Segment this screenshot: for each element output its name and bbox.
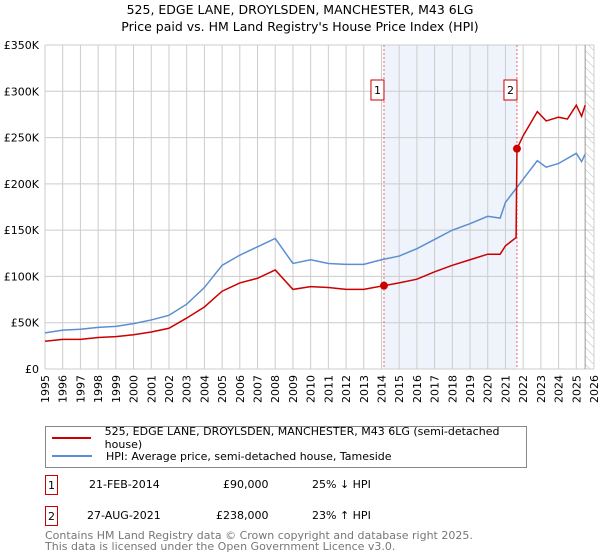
x-tick-label: 2009 (287, 375, 300, 403)
transaction-badge: 2 (45, 506, 58, 526)
y-tick-label: £250K (4, 132, 40, 145)
x-tick-label: 2020 (482, 375, 495, 403)
chart-subtitle: Price paid vs. HM Land Registry's House … (121, 19, 479, 34)
footer: Contains HM Land Registry data © Crown c… (45, 530, 473, 552)
legend: 525, EDGE LANE, DROYLSDEN, MANCHESTER, M… (45, 425, 527, 468)
transaction-price: £90,000 (223, 478, 269, 491)
sale-marker-badge (503, 79, 518, 101)
transaction-badge: 1 (45, 475, 58, 495)
x-tick-label: 2006 (234, 375, 247, 403)
price-paid-line (44, 103, 586, 342)
x-tick-label: 2018 (446, 375, 459, 403)
x-tick-label: 2026 (588, 375, 600, 403)
x-tick-label: 1995 (39, 375, 52, 403)
x-tick-label: 2012 (340, 375, 353, 403)
x-tick-label: 2003 (181, 375, 194, 403)
x-tick-label: 2024 (553, 375, 566, 403)
x-tick-label: 2015 (393, 375, 406, 403)
transaction-price: £238,000 (216, 509, 269, 522)
y-tick-label: £100K (4, 270, 40, 283)
footer-line: Contains HM Land Registry data © Crown c… (45, 529, 473, 542)
transaction-row: 1 21-FEB-2014 £90,000 25% ↓ HPI (45, 475, 545, 495)
legend-item-hpi: HPI: Average price, semi-detached house,… (52, 448, 392, 464)
legend-label: HPI: Average price, semi-detached house,… (106, 449, 392, 463)
sale-marker-badge (370, 79, 385, 101)
x-tick-label: 2002 (163, 375, 176, 403)
y-tick-label: £150K (4, 224, 40, 237)
sale-marker-label: 1 (374, 84, 381, 97)
x-tick-label: 2021 (499, 375, 512, 403)
chart-title: 525, EDGE LANE, DROYLSDEN, MANCHESTER, M… (126, 2, 474, 17)
sale-point (512, 144, 521, 153)
x-tick-label: 2014 (375, 375, 388, 403)
y-tick-label: £350K (4, 39, 40, 52)
y-tick-label: £300K (4, 85, 40, 98)
x-tick-label: 2019 (464, 375, 477, 403)
legend-swatch (52, 455, 92, 457)
transaction-row: 2 27-AUG-2021 £238,000 23% ↑ HPI (45, 506, 545, 526)
hpi-line (44, 152, 586, 334)
x-tick-label: 2016 (411, 375, 424, 403)
x-tick-label: 2008 (269, 375, 282, 403)
x-tick-label: 1998 (92, 375, 105, 403)
x-tick-label: 2007 (252, 375, 265, 403)
legend-item-price: 525, EDGE LANE, DROYLSDEN, MANCHESTER, M… (52, 425, 526, 451)
sale-marker-label: 2 (507, 84, 514, 97)
transaction-date: 27-AUG-2021 (87, 509, 161, 522)
y-tick-label: £200K (4, 178, 40, 191)
transaction-date: 21-FEB-2014 (89, 478, 160, 491)
x-tick-label: 2023 (535, 375, 548, 403)
transaction-hpi: 23% ↑ HPI (312, 509, 371, 522)
x-tick-label: 2010 (305, 375, 318, 403)
x-tick-label: 2025 (570, 375, 583, 403)
x-tick-label: 1996 (57, 375, 70, 403)
price-chart: 1995 1996 1997 1998 1999 2000 2001 2002 2003 2004… (4, 39, 600, 403)
legend-label: 525, EDGE LANE, DROYLSDEN, MANCHESTER, M… (104, 425, 500, 451)
x-tick-label: 2011 (322, 375, 335, 403)
transaction-hpi: 25% ↓ HPI (312, 478, 371, 491)
y-tick-label: £50K (11, 317, 40, 330)
x-tick-label: 2001 (145, 375, 158, 403)
x-tick-label: 2013 (358, 375, 371, 403)
y-tick-label: £0 (25, 363, 39, 376)
forecast-hatch (585, 45, 594, 369)
x-tick-label: 2022 (517, 375, 530, 403)
x-tick-label: 2017 (429, 375, 442, 403)
sale-period-shade (383, 45, 517, 369)
legend-swatch (52, 437, 91, 439)
sale-point (379, 281, 388, 290)
x-tick-label: 2000 (128, 375, 141, 403)
footer-line: This data is licensed under the Open Gov… (45, 540, 396, 553)
x-tick-label: 2005 (216, 375, 229, 403)
x-tick-label: 1997 (74, 375, 87, 403)
x-tick-label: 2004 (198, 375, 211, 403)
x-tick-label: 1999 (110, 375, 123, 403)
